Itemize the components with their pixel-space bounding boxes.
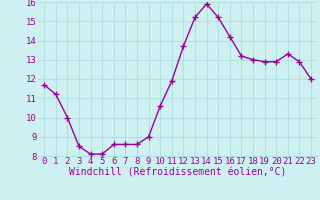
X-axis label: Windchill (Refroidissement éolien,°C): Windchill (Refroidissement éolien,°C) (69, 168, 286, 178)
